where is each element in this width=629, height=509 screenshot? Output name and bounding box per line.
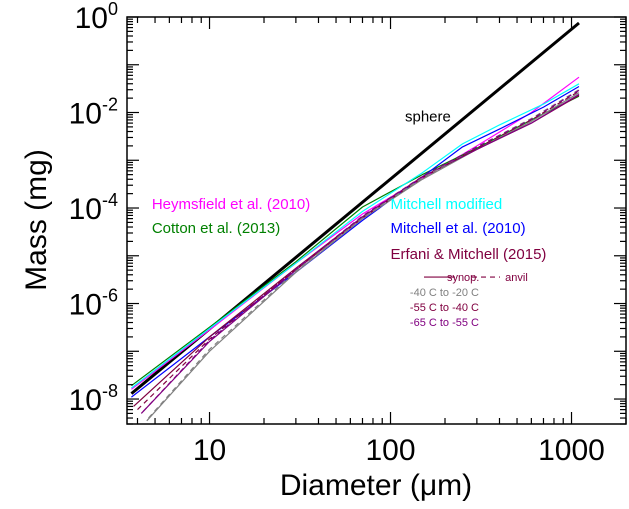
x-tick-label: 1000 — [538, 434, 605, 467]
annotation-label: Cotton et al. (2013) — [152, 220, 280, 237]
series-line-10 — [142, 89, 580, 412]
series-line-3 — [131, 83, 580, 389]
annotation-label: -55 C to -40 C — [410, 302, 479, 314]
annotation-label: Erfani & Mitchell (2015) — [391, 246, 547, 263]
annotation-label: synop. — [447, 272, 479, 284]
annotation-label: -65 C to -55 C — [410, 317, 479, 329]
ticks-layer: 10 100 1000 10-8 10-6 10-4 10-2 100 — [69, 0, 627, 467]
annotation-label: Mitchell modified — [391, 196, 503, 213]
annotation-label: Mitchell et al. (2010) — [391, 220, 526, 237]
annotation-layer: sphere Heymsfield et al. (2010) Cotton et … — [152, 108, 547, 328]
y-tick-label: 10-4 — [69, 190, 118, 226]
y-tick-label: 10-8 — [69, 381, 118, 417]
y-tick-label: 10-2 — [69, 95, 118, 131]
annotation-label: Heymsfield et al. (2010) — [152, 196, 310, 213]
series-line-5 — [146, 92, 580, 422]
y-axis-title: Mass (mg) — [20, 149, 53, 291]
y-tick-label: 100 — [75, 0, 118, 35]
x-tick-label: 10 — [193, 434, 226, 467]
series-layer — [130, 21, 580, 422]
series-line-2 — [131, 95, 580, 387]
annotation-label: sphere — [405, 108, 451, 125]
x-tick-label: 100 — [365, 434, 415, 467]
y-tick-label: 10-6 — [69, 286, 118, 322]
series-line-8 — [137, 90, 580, 411]
annotation-label: anvil — [505, 272, 528, 284]
annotation-label: -40 C to -20 C — [410, 287, 479, 299]
x-axis-title: Diameter (μm) — [280, 469, 472, 502]
series-line-7 — [140, 93, 580, 414]
plot-frame — [126, 16, 627, 425]
